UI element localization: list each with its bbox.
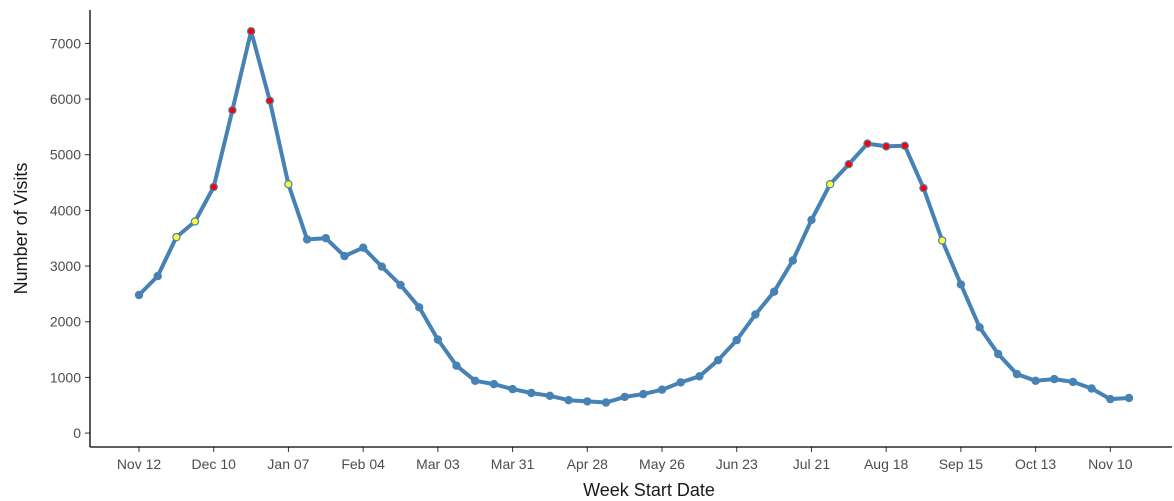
y-tick-label: 6000	[50, 91, 81, 107]
data-point-normal	[975, 323, 984, 332]
data-point-normal	[751, 310, 760, 319]
x-tick-label: Nov 12	[117, 456, 162, 472]
data-point-high	[228, 105, 237, 115]
data-point-normal	[1106, 394, 1115, 404]
data-point-high	[882, 142, 891, 151]
x-tick-label: May 26	[639, 456, 685, 472]
y-tick-label: 7000	[50, 35, 81, 51]
y-tick-label: 5000	[50, 147, 81, 163]
data-point-normal	[601, 398, 611, 407]
x-tick-label: Jun 23	[716, 456, 758, 472]
data-point-normal	[583, 397, 592, 406]
x-tick-label: Jan 07	[267, 456, 309, 472]
data-point-high	[863, 139, 872, 148]
x-tick-label: Jul 21	[793, 456, 831, 472]
data-point-normal	[452, 361, 461, 370]
data-point-high	[900, 141, 910, 150]
data-point-elevated	[172, 232, 181, 242]
data-point-normal	[1068, 377, 1078, 387]
data-point-normal	[508, 384, 517, 394]
data-point-normal	[657, 385, 667, 394]
data-point-normal	[1087, 384, 1096, 393]
data-point-high	[844, 159, 854, 169]
data-point-normal	[956, 280, 966, 289]
data-point-normal	[620, 392, 629, 402]
data-point-high	[919, 183, 928, 193]
data-point-normal	[471, 376, 480, 385]
x-tick-label: Apr 28	[567, 456, 608, 472]
data-point-normal	[415, 303, 424, 312]
data-point-normal	[340, 251, 349, 261]
data-point-normal	[1031, 376, 1040, 385]
x-tick-label: Mar 31	[491, 456, 535, 472]
data-point-high	[265, 96, 274, 105]
data-point-normal	[359, 243, 368, 252]
data-point-normal	[153, 271, 162, 281]
x-tick-label: Feb 04	[341, 456, 385, 472]
data-point-normal	[377, 262, 386, 271]
x-tick-label: Nov 10	[1088, 456, 1133, 472]
data-point-high	[246, 27, 256, 36]
series-line	[137, 29, 1131, 405]
data-point-elevated	[938, 236, 947, 245]
y-tick-label: 2000	[50, 314, 81, 330]
data-point-normal	[134, 290, 144, 300]
data-point-normal	[788, 256, 797, 265]
data-point-normal	[564, 396, 573, 405]
x-tick-label: Dec 10	[192, 456, 237, 472]
data-point-elevated	[190, 217, 200, 226]
data-point-normal	[527, 388, 536, 398]
data-point-normal	[545, 391, 555, 400]
data-point-normal	[695, 372, 704, 381]
y-tick-label: 0	[73, 425, 81, 441]
data-point-normal	[639, 389, 648, 399]
y-axis-ticks: 0 1000 2000 3000 4000 5000 6000 7000	[50, 35, 90, 441]
x-axis-title: Week Start Date	[583, 480, 715, 500]
data-point-normal	[302, 235, 312, 244]
data-point-high	[209, 182, 218, 192]
data-point-normal	[994, 349, 1003, 359]
data-point-normal	[433, 335, 443, 344]
data-point-elevated	[825, 179, 835, 189]
data-point-normal	[807, 215, 816, 225]
data-point-normal	[1012, 369, 1022, 379]
data-point-normal	[732, 335, 741, 345]
y-tick-label: 1000	[50, 369, 81, 385]
x-tick-label: Mar 03	[416, 456, 460, 472]
x-tick-label: Oct 13	[1015, 456, 1056, 472]
y-axis-title: Number of Visits	[11, 163, 31, 295]
data-point-elevated	[284, 179, 293, 189]
x-axis-ticks: Nov 12 Dec 10 Jan 07 Feb 04 Mar 03 Mar 31 Apr …	[117, 447, 1133, 472]
y-tick-label: 3000	[50, 258, 81, 274]
data-point-normal	[321, 234, 330, 243]
data-points	[134, 27, 1134, 407]
y-tick-label: 4000	[50, 202, 81, 218]
x-tick-label: Sep 15	[939, 456, 984, 472]
data-point-normal	[1050, 374, 1059, 384]
data-point-normal	[1124, 393, 1134, 403]
data-point-normal	[769, 287, 779, 296]
data-point-normal	[396, 280, 405, 290]
x-tick-label: Aug 18	[864, 456, 909, 472]
data-point-normal	[713, 356, 723, 365]
data-point-normal	[489, 379, 499, 389]
data-point-normal	[676, 378, 685, 387]
